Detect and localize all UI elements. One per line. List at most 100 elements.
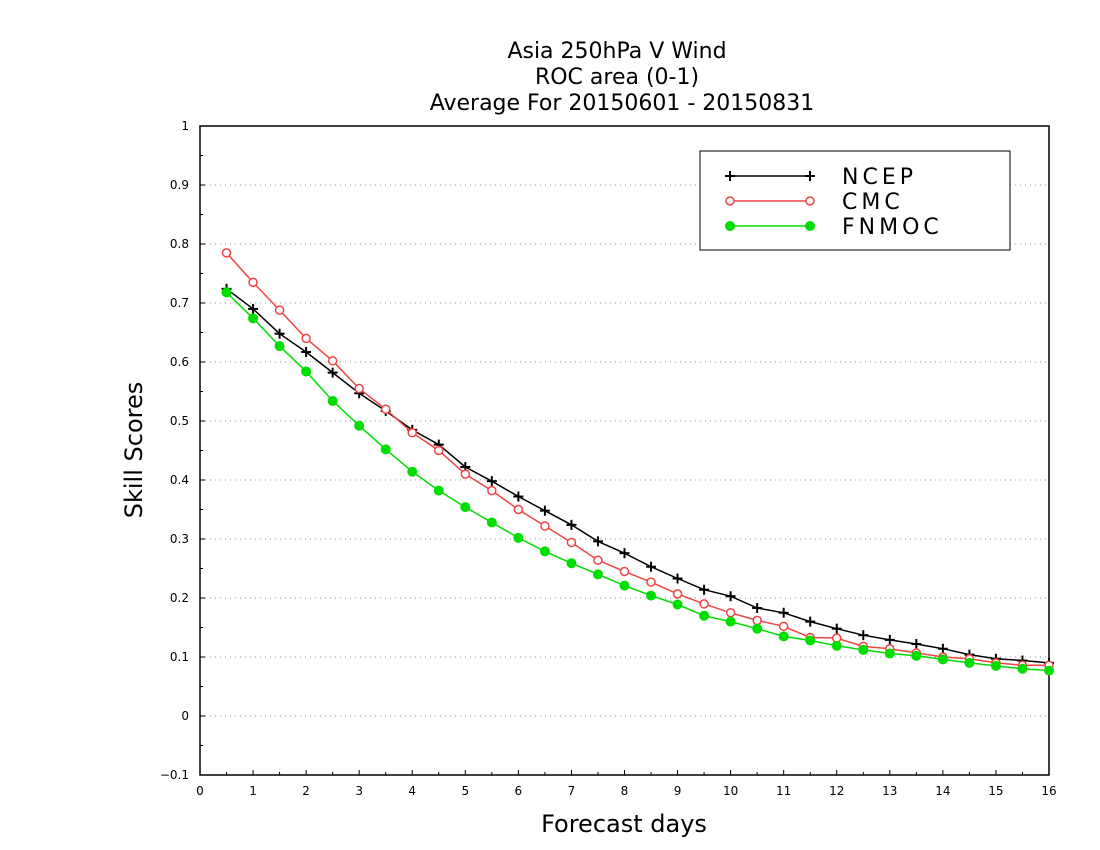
x-tick-label: 2	[302, 784, 310, 798]
legend-marker-cmc	[805, 196, 815, 206]
data-point-ncep	[248, 303, 259, 314]
y-tick-label: 0.1	[170, 650, 189, 664]
data-point-cmc	[646, 577, 656, 587]
data-point-ncep	[274, 328, 285, 339]
data-point-cmc	[487, 485, 497, 496]
data-point-cmc	[672, 589, 683, 599]
x-tick-label: 16	[1041, 784, 1056, 798]
gridlines	[200, 184, 1049, 717]
data-point-cmc	[778, 621, 789, 632]
legend-marker-cmc	[725, 196, 735, 206]
data-point-ncep	[672, 573, 683, 584]
x-tick-label: 3	[355, 784, 363, 798]
x-tick-label: 4	[408, 784, 416, 798]
legend-label-cmc: CMC	[842, 190, 904, 215]
data-point-ncep	[778, 607, 789, 618]
y-axis: −0.1 0 0.1 0.2 0.3 0.4 0.5 0.6 0.7 0.8 0.9 1	[160, 119, 205, 782]
data-point-ncep	[752, 603, 763, 614]
data-point-fnmoc	[699, 610, 710, 621]
x-tick-label: 7	[568, 784, 576, 798]
data-point-fnmoc	[513, 532, 524, 543]
data-point-fnmoc	[248, 313, 259, 324]
legend-item-ncep: NCEP	[725, 165, 913, 190]
x-tick-label: 15	[988, 784, 1003, 798]
data-point-fnmoc	[221, 287, 232, 298]
y-tick-label: 0.7	[170, 296, 189, 310]
data-point-ncep	[301, 346, 312, 357]
x-tick-label: 10	[723, 784, 738, 798]
y-tick-label: 1	[181, 119, 189, 133]
data-point-cmc	[434, 445, 444, 456]
y-tick-label: −0.1	[160, 768, 189, 782]
data-point-cmc	[725, 608, 736, 618]
chart-title-line-3: Average For 20150601 - 20150831	[430, 91, 815, 116]
x-tick-label: 0	[196, 784, 204, 798]
series-line-cmc	[225, 252, 1049, 667]
data-point-cmc	[460, 469, 471, 479]
data-point-cmc	[380, 404, 391, 414]
data-point-cmc	[327, 356, 338, 366]
series-cmc	[221, 248, 1054, 671]
data-point-ncep	[566, 519, 577, 530]
data-point-cmc	[274, 305, 285, 315]
x-axis-label: Forecast days	[541, 810, 707, 838]
data-point-fnmoc	[752, 623, 763, 634]
data-point-fnmoc	[407, 466, 418, 477]
x-tick-label: 14	[935, 784, 950, 798]
chart-title-group: Asia 250hPa V Wind ROC area (0-1) Averag…	[430, 39, 815, 116]
y-tick-label: 0.3	[170, 532, 189, 546]
data-point-ncep	[884, 634, 895, 645]
series-ncep	[221, 283, 1054, 668]
legend-marker-ncep	[805, 171, 815, 181]
data-point-cmc	[354, 383, 364, 394]
x-tick-label: 13	[882, 784, 897, 798]
data-point-fnmoc	[858, 644, 869, 655]
data-point-cmc	[248, 277, 258, 288]
data-point-fnmoc	[646, 590, 657, 601]
data-point-cmc	[593, 555, 603, 565]
data-point-fnmoc	[433, 485, 444, 496]
data-point-ncep	[592, 536, 603, 547]
data-point-fnmoc	[619, 580, 630, 591]
x-tick-label: 12	[829, 784, 844, 798]
data-point-ncep	[486, 476, 497, 487]
data-point-fnmoc	[566, 558, 577, 569]
x-tick-label: 9	[674, 784, 682, 798]
data-point-ncep	[858, 630, 869, 641]
data-point-fnmoc	[964, 657, 975, 668]
data-point-ncep	[539, 505, 550, 516]
legend-marker-ncep	[725, 171, 735, 181]
data-point-ncep	[805, 616, 816, 627]
data-point-fnmoc	[274, 341, 285, 352]
data-point-fnmoc	[990, 660, 1001, 671]
legend-label-fnmoc: FNMOC	[842, 215, 943, 240]
data-point-fnmoc	[778, 631, 789, 642]
series-fnmoc	[221, 287, 1054, 676]
x-axis: 0 1 2 3 4 5 6 7 8 9 10 11 12 13 14 15 16	[196, 770, 1057, 798]
series-layer	[221, 248, 1054, 676]
data-point-ncep	[513, 491, 524, 502]
data-point-fnmoc	[672, 599, 683, 610]
data-point-fnmoc	[354, 420, 365, 431]
data-point-fnmoc	[805, 635, 816, 646]
data-point-fnmoc	[831, 640, 842, 651]
legend-marker-fnmoc	[725, 221, 735, 231]
data-point-fnmoc	[725, 616, 736, 627]
data-point-cmc	[619, 566, 630, 577]
data-point-fnmoc	[486, 517, 497, 528]
data-point-ncep	[646, 561, 657, 572]
data-point-ncep	[725, 591, 736, 602]
data-point-ncep	[619, 548, 630, 559]
series-line-fnmoc	[225, 291, 1050, 672]
data-point-fnmoc	[380, 444, 391, 455]
data-point-ncep	[937, 643, 948, 654]
y-tick-label: 0	[181, 709, 189, 723]
y-tick-label: 0.2	[170, 591, 189, 605]
y-tick-label: 0.9	[170, 178, 189, 192]
y-axis-label: Skill Scores	[120, 382, 148, 519]
x-tick-label: 1	[249, 784, 257, 798]
data-point-cmc	[301, 333, 311, 344]
data-point-ncep	[831, 623, 842, 634]
chart-title-line-2: ROC area (0-1)	[535, 65, 699, 90]
data-point-ncep	[911, 639, 922, 650]
